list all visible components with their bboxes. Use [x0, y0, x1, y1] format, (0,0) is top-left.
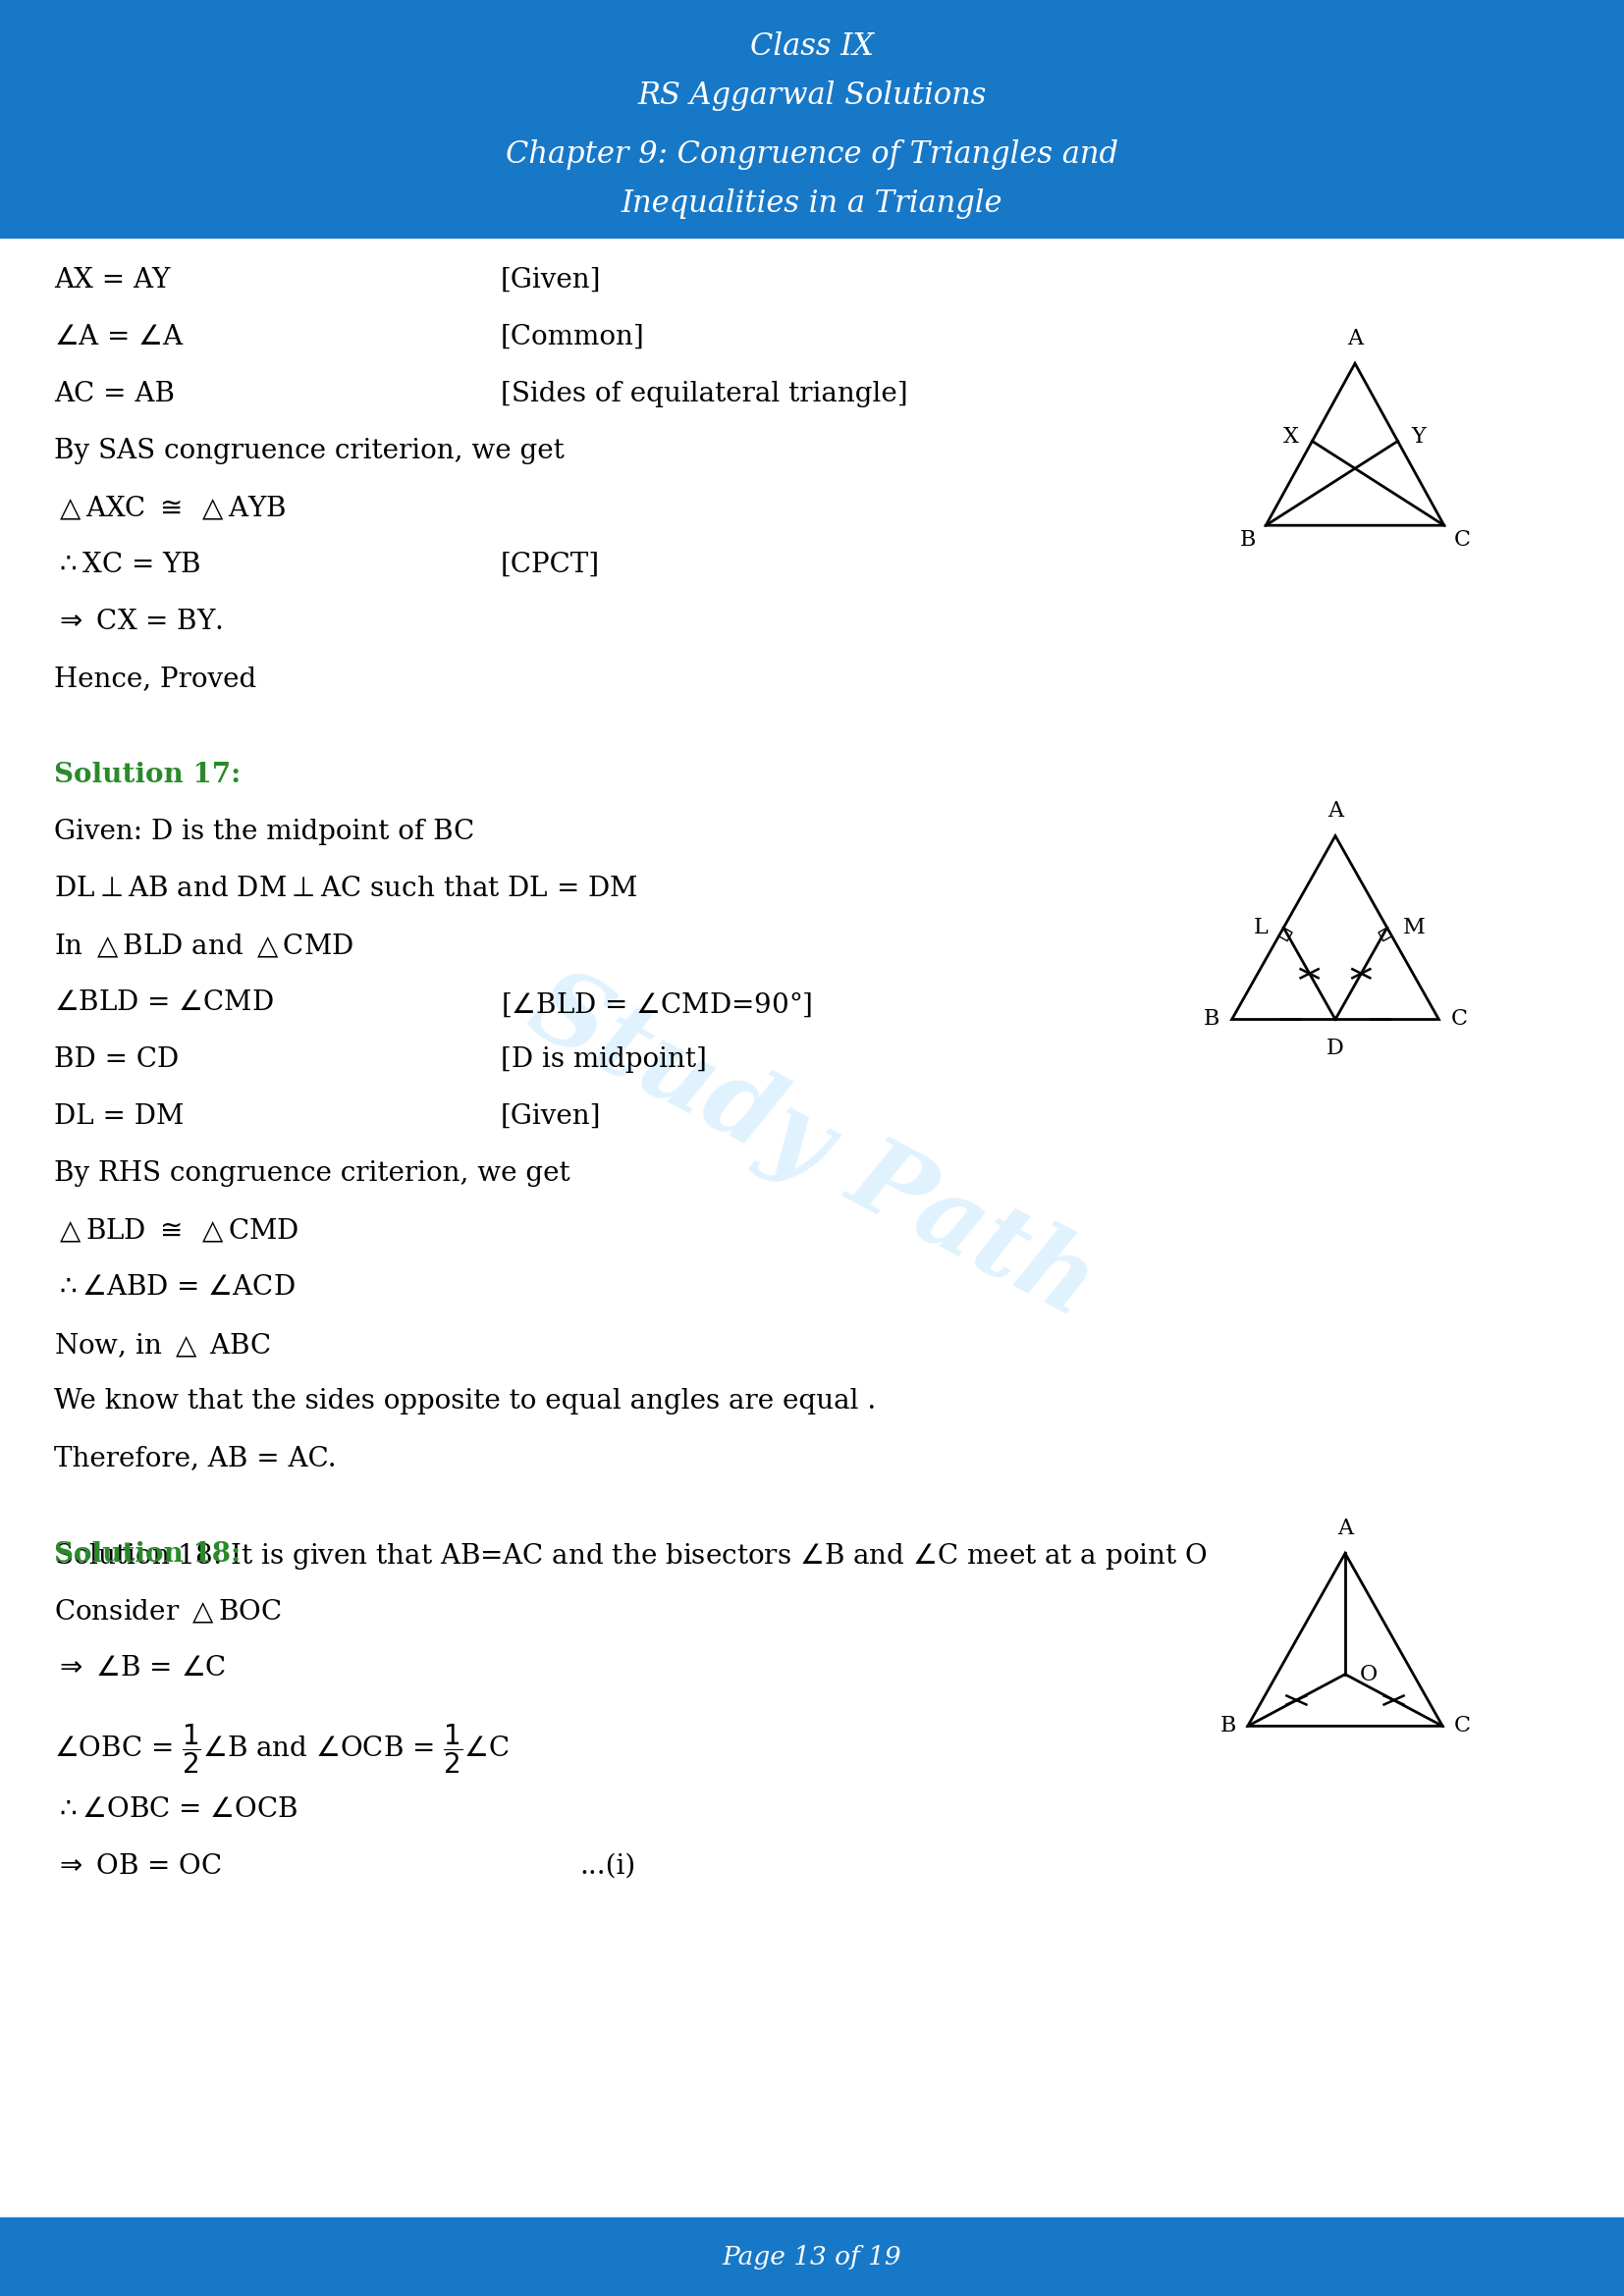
Text: By RHS congruence criterion, we get: By RHS congruence criterion, we get: [54, 1159, 570, 1187]
Text: A: A: [1337, 1518, 1353, 1541]
Text: Inequalities in a Triangle: Inequalities in a Triangle: [622, 188, 1002, 218]
Bar: [0, 0, 1624, 236]
Text: D: D: [1327, 1038, 1345, 1058]
Text: $\therefore$$\angle$OBC = $\angle$OCB: $\therefore$$\angle$OBC = $\angle$OCB: [54, 1795, 297, 1823]
Text: $\angle$A = $\angle$A: $\angle$A = $\angle$A: [54, 324, 185, 351]
Text: RS Aggarwal Solutions: RS Aggarwal Solutions: [638, 80, 986, 110]
Text: We know that the sides opposite to equal angles are equal .: We know that the sides opposite to equal…: [54, 1389, 875, 1414]
Text: DL = DM: DL = DM: [54, 1104, 184, 1130]
Text: B: B: [1241, 530, 1255, 551]
Text: AC = AB: AC = AB: [54, 381, 175, 406]
Text: [D is midpoint]: [D is midpoint]: [500, 1047, 706, 1072]
Text: O: O: [1359, 1662, 1377, 1685]
Text: Solution 18:: Solution 18:: [54, 1541, 240, 1568]
Text: [Sides of equilateral triangle]: [Sides of equilateral triangle]: [500, 381, 908, 406]
Text: Y: Y: [1411, 427, 1426, 448]
Bar: [0, 2218, 1624, 2296]
Text: BD = CD: BD = CD: [54, 1047, 179, 1072]
Text: $\therefore$$\angle$ABD = $\angle$ACD: $\therefore$$\angle$ABD = $\angle$ACD: [54, 1274, 296, 1300]
Text: By SAS congruence criterion, we get: By SAS congruence criterion, we get: [54, 439, 564, 464]
Text: Class IX: Class IX: [750, 32, 874, 62]
Text: ...(i): ...(i): [580, 1853, 635, 1880]
Text: [Given]: [Given]: [500, 1104, 601, 1130]
Text: Hence, Proved: Hence, Proved: [54, 666, 257, 691]
Text: Therefore, AB = AC.: Therefore, AB = AC.: [54, 1444, 336, 1472]
Text: Chapter 9: Congruence of Triangles and: Chapter 9: Congruence of Triangles and: [505, 140, 1119, 170]
Text: Solution 18: It is given that AB=AC and the bisectors $\angle$B and $\angle$C me: Solution 18: It is given that AB=AC and …: [54, 1541, 1207, 1570]
Text: DL$\bot$AB and DM$\bot$AC such that DL = DM: DL$\bot$AB and DM$\bot$AC such that DL =…: [54, 875, 638, 902]
Text: $\Rightarrow$ $\angle$B = $\angle$C: $\Rightarrow$ $\angle$B = $\angle$C: [54, 1655, 226, 1681]
Text: B: B: [1220, 1715, 1236, 1736]
Text: B: B: [1203, 1008, 1220, 1031]
Text: Study Path: Study Path: [513, 957, 1111, 1339]
Text: A: A: [1348, 328, 1363, 349]
Text: A: A: [1327, 801, 1343, 822]
Text: Page 13 of 19: Page 13 of 19: [723, 2245, 901, 2268]
Text: Now, in $\triangle$ ABC: Now, in $\triangle$ ABC: [54, 1332, 271, 1359]
Text: Solution 17:: Solution 17:: [54, 762, 240, 788]
Text: [$\angle$BLD = $\angle$CMD=90°]: [$\angle$BLD = $\angle$CMD=90°]: [500, 990, 812, 1019]
Text: $\angle$OBC = $\dfrac{1}{2}$$\angle$B and $\angle$OCB = $\dfrac{1}{2}$$\angle$C: $\angle$OBC = $\dfrac{1}{2}$$\angle$B an…: [54, 1722, 510, 1775]
Text: $\therefore$XC = YB: $\therefore$XC = YB: [54, 551, 201, 579]
Text: AX = AY: AX = AY: [54, 266, 171, 294]
Text: C: C: [1453, 530, 1471, 551]
Text: $\Rightarrow$ CX = BY.: $\Rightarrow$ CX = BY.: [54, 608, 222, 636]
Text: $\triangle$BLD $\cong$ $\triangle$CMD: $\triangle$BLD $\cong$ $\triangle$CMD: [54, 1217, 299, 1244]
Text: C: C: [1450, 1008, 1468, 1031]
Text: In $\triangle$BLD and $\triangle$CMD: In $\triangle$BLD and $\triangle$CMD: [54, 932, 354, 960]
Text: C: C: [1455, 1715, 1471, 1736]
Text: M: M: [1403, 916, 1426, 939]
Text: Consider $\triangle$BOC: Consider $\triangle$BOC: [54, 1598, 283, 1626]
Text: [Given]: [Given]: [500, 266, 601, 294]
Text: [Common]: [Common]: [500, 324, 645, 351]
Text: $\Rightarrow$ OB = OC: $\Rightarrow$ OB = OC: [54, 1853, 222, 1880]
Text: [CPCT]: [CPCT]: [500, 551, 599, 579]
Text: $\triangle$AXC $\cong$ $\triangle$AYB: $\triangle$AXC $\cong$ $\triangle$AYB: [54, 494, 286, 523]
Text: $\angle$BLD = $\angle$CMD: $\angle$BLD = $\angle$CMD: [54, 990, 274, 1015]
Text: Given: D is the midpoint of BC: Given: D is the midpoint of BC: [54, 820, 474, 845]
Text: X: X: [1283, 427, 1299, 448]
Text: L: L: [1254, 916, 1268, 939]
